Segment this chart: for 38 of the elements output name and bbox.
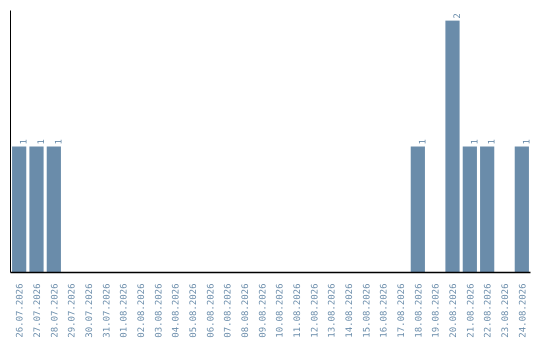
data-label: 1 (20, 139, 30, 145)
x-tick-label: 15.08.2026 (362, 283, 372, 338)
x-tick-label: 26.07.2026 (16, 283, 26, 338)
data-label: 1 (488, 139, 498, 145)
x-tick-label: 09.08.2026 (258, 283, 268, 338)
data-label: 1 (418, 139, 428, 145)
x-tick-label: 21.08.2026 (466, 283, 476, 338)
x-tick-label: 04.08.2026 (172, 283, 182, 338)
x-tick-label: 05.08.2026 (189, 283, 199, 338)
x-tick-label: 03.08.2026 (154, 283, 164, 338)
data-label: 1 (522, 139, 532, 145)
x-tick-label: 17.08.2026 (397, 283, 407, 338)
data-label: 1 (37, 139, 47, 145)
x-tick-label: 01.08.2026 (120, 283, 130, 338)
x-tick-label: 29.07.2026 (68, 283, 78, 338)
x-tick-label: 13.08.2026 (328, 283, 338, 338)
x-tick-label: 19.08.2026 (432, 283, 442, 338)
data-label: 1 (54, 139, 64, 145)
x-tick-label: 20.08.2026 (449, 283, 459, 338)
x-tick-label: 22.08.2026 (484, 283, 494, 338)
x-tick-label: 24.08.2026 (518, 283, 528, 338)
x-tick-label: 07.08.2026 (224, 283, 234, 338)
x-tick-label: 30.07.2026 (85, 283, 95, 338)
x-tick-label: 31.07.2026 (102, 283, 112, 338)
x-tick-label: 02.08.2026 (137, 283, 147, 338)
data-label: 1 (470, 139, 480, 145)
x-tick-label: 18.08.2026 (414, 283, 424, 338)
x-tick-label: 06.08.2026 (206, 283, 216, 338)
x-tick-label: 28.07.2026 (50, 283, 60, 338)
x-tick-label: 12.08.2026 (310, 283, 320, 338)
x-tick-label: 14.08.2026 (345, 283, 355, 338)
x-tick-label: 08.08.2026 (241, 283, 251, 338)
x-tick-label: 10.08.2026 (276, 283, 286, 338)
x-tick-label: 16.08.2026 (380, 283, 390, 338)
x-tick-label: 11.08.2026 (293, 283, 303, 338)
data-label: 2 (453, 13, 463, 19)
x-tick-label: 23.08.2026 (501, 283, 511, 338)
x-tick-label: 27.07.2026 (33, 283, 43, 338)
